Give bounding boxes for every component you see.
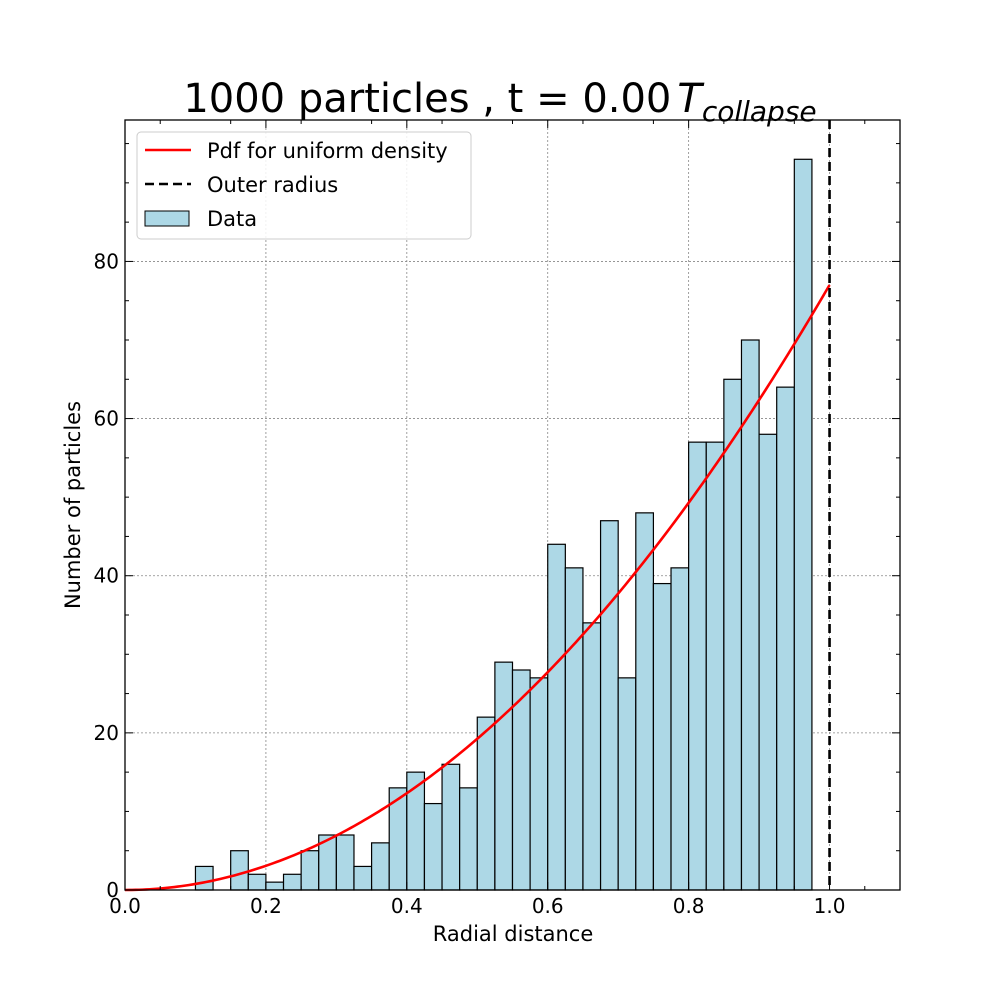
title-prefix: 1000 particles , t = 0.00 xyxy=(183,76,671,122)
histogram-bar xyxy=(529,677,549,891)
chart-title: 1000 particles , t = 0.00 Tcollapse xyxy=(183,76,816,128)
histogram-bar xyxy=(776,386,795,891)
histogram-bar xyxy=(247,873,267,891)
histogram-bar xyxy=(617,677,637,891)
histogram-bar xyxy=(705,441,725,891)
axis-ticks: 0.0 0.2 0.4 0.6 0.8 1.0 0 20 40 60 80 xyxy=(94,120,900,918)
plot-frame xyxy=(124,119,901,891)
y-tick-label: 0 xyxy=(106,878,119,902)
plot-border xyxy=(124,119,901,891)
x-axis-label: Radial distance xyxy=(433,922,594,946)
histogram-bar xyxy=(194,865,214,891)
histogram-bar xyxy=(494,661,514,891)
histogram-bars xyxy=(194,158,813,891)
x-tick-label: 0.8 xyxy=(673,894,705,918)
histogram-bar xyxy=(599,520,619,891)
histogram-bar xyxy=(335,834,355,891)
histogram-bar xyxy=(564,567,584,891)
histogram-bar xyxy=(758,433,778,891)
histogram-bar xyxy=(688,441,707,891)
title-symbol: T xyxy=(677,76,705,122)
histogram-bar xyxy=(370,842,390,891)
histogram-bar xyxy=(441,763,461,891)
histogram-bar xyxy=(230,850,249,891)
y-tick-label: 80 xyxy=(94,249,119,273)
x-tick-label: 1.0 xyxy=(814,894,846,918)
legend-swatch-data xyxy=(144,210,190,227)
histogram-bar xyxy=(670,567,690,891)
histogram-bar xyxy=(582,622,602,891)
y-tick-label: 20 xyxy=(94,721,119,745)
legend-box xyxy=(136,131,472,240)
histogram-bar xyxy=(547,543,566,891)
x-tick-label: 0.0 xyxy=(109,894,141,918)
legend: Pdf for uniform density Outer radius Dat… xyxy=(136,131,472,240)
x-tick-label: 0.2 xyxy=(250,894,282,918)
y-tick-label: 40 xyxy=(94,564,119,588)
histogram-bar xyxy=(300,850,320,891)
x-tick-label: 0.4 xyxy=(391,894,423,918)
histogram-bar xyxy=(652,582,672,891)
pdf-curve-layer xyxy=(124,120,831,892)
title-subscript: collapse xyxy=(702,95,817,128)
histogram-bar xyxy=(793,158,813,891)
histogram-bar xyxy=(723,378,743,891)
pdf-curve xyxy=(124,284,831,892)
x-tick-label: 0.6 xyxy=(532,894,564,918)
legend-label-pdf: Pdf for uniform density xyxy=(207,139,448,163)
histogram-bar xyxy=(423,802,443,891)
histogram-bar xyxy=(353,865,373,891)
histogram-bar xyxy=(282,873,302,891)
histogram-bar xyxy=(476,716,496,891)
legend-label-outer-radius: Outer radius xyxy=(207,173,338,197)
legend-label-data: Data xyxy=(207,207,257,231)
histogram-bar xyxy=(265,881,285,891)
y-axis-label: Number of particles xyxy=(61,401,85,609)
histogram-bar xyxy=(459,787,478,891)
y-tick-label: 60 xyxy=(94,407,119,431)
